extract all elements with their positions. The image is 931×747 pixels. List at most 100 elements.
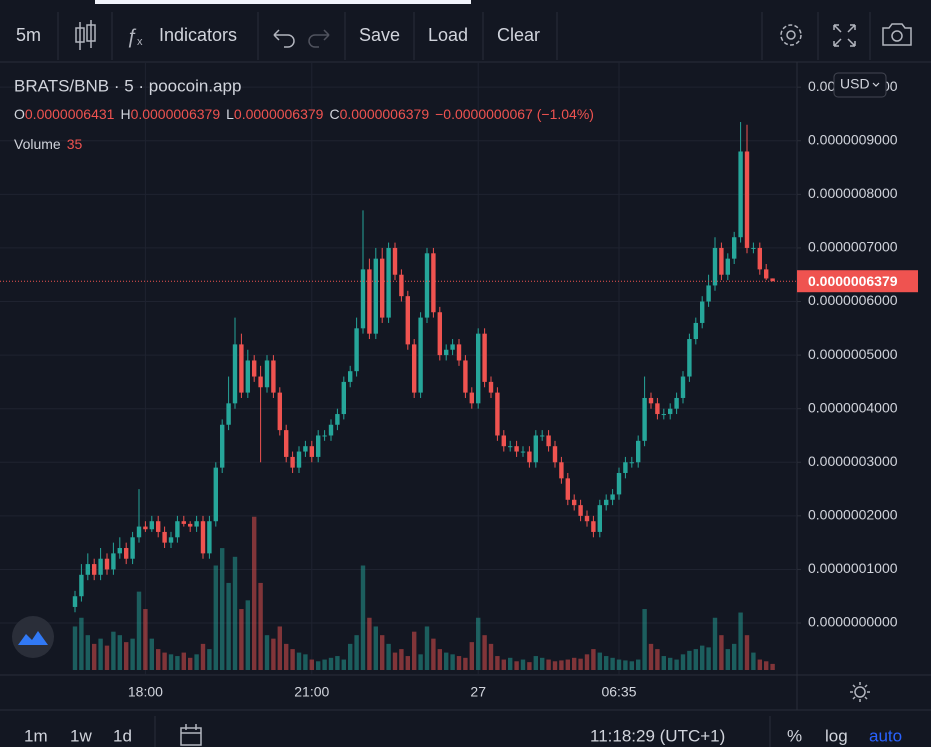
- candle-body: [437, 312, 442, 356]
- candle-body: [520, 451, 526, 453]
- volume-bar: [629, 661, 634, 670]
- y-tick-label: 0.0000009000: [808, 131, 898, 147]
- fx-icon: ƒ: [126, 25, 137, 47]
- volume-bar: [194, 654, 199, 670]
- y-tick-label: 0.0000003000: [808, 453, 898, 469]
- volume-bar: [188, 657, 193, 670]
- candle-body: [335, 414, 340, 425]
- candle-body: [258, 376, 263, 388]
- logo: [12, 616, 54, 658]
- redo-button[interactable]: [308, 29, 330, 48]
- volume-bar: [245, 600, 250, 670]
- volume-bar: [130, 638, 135, 670]
- volume-bar: [770, 663, 775, 670]
- log-toggle[interactable]: log: [825, 726, 848, 745]
- auto-toggle[interactable]: auto: [869, 726, 902, 745]
- candle-body: [725, 258, 730, 275]
- load-button[interactable]: Load: [428, 25, 468, 45]
- candle-body: [661, 414, 666, 416]
- fx-icon-x: x: [137, 36, 143, 48]
- volume-bar: [610, 657, 615, 670]
- volume-bar: [316, 661, 321, 670]
- candle-body: [444, 349, 449, 356]
- snapshot-button[interactable]: [882, 23, 912, 46]
- volume-bar: [162, 652, 167, 670]
- volume-bar: [706, 647, 711, 670]
- fullscreen-button[interactable]: [833, 24, 856, 47]
- ohlc-value: 0.0000006379: [131, 106, 221, 122]
- volume-bar: [565, 659, 570, 670]
- candle-body: [181, 521, 186, 524]
- volume-bar: [85, 635, 90, 670]
- candle-body: [572, 499, 577, 506]
- volume-bar: [552, 661, 558, 670]
- scroll-strip: [95, 0, 471, 4]
- volume-bar: [79, 617, 84, 670]
- candle-body: [719, 247, 724, 275]
- volume-bar: [335, 656, 340, 670]
- candle-body: [431, 253, 436, 313]
- candle-body: [527, 451, 532, 463]
- y-tick-label: 0.0000001000: [808, 560, 898, 576]
- candle-body: [482, 333, 487, 382]
- candle-body: [232, 344, 238, 404]
- candle-body: [712, 247, 718, 286]
- volume-bar: [290, 649, 295, 670]
- y-tick-label: 0.0000002000: [808, 507, 898, 523]
- chart-type-button[interactable]: [75, 20, 96, 50]
- candle-body: [290, 456, 295, 468]
- undo-button[interactable]: [273, 29, 295, 48]
- interval-button[interactable]: 5m: [16, 25, 41, 45]
- volume-bar: [271, 638, 276, 670]
- volume-bar: [424, 626, 430, 670]
- candle-body: [239, 344, 244, 393]
- candle-body: [399, 274, 404, 297]
- volume-bar: [136, 591, 142, 670]
- volume-bar: [648, 643, 654, 670]
- indicators-button[interactable]: Indicators: [159, 25, 237, 45]
- candle-body: [412, 344, 417, 393]
- volume-bar: [604, 656, 609, 670]
- candle-body: [405, 296, 410, 345]
- axis-settings-button[interactable]: [850, 682, 870, 702]
- candle-body: [130, 537, 135, 559]
- volume-bar: [348, 643, 353, 670]
- volume-bar: [239, 609, 244, 670]
- candle-body: [552, 446, 558, 463]
- candle-body: [533, 435, 538, 463]
- volume-series: [72, 516, 775, 670]
- settings-button[interactable]: [780, 24, 802, 46]
- save-button[interactable]: Save: [359, 25, 400, 45]
- range-button[interactable]: 1m: [24, 726, 48, 745]
- ohlc-value: 0.0000006431: [25, 106, 115, 122]
- currency-button[interactable]: USD: [833, 72, 887, 98]
- volume-bar: [303, 654, 308, 670]
- candle-body: [584, 515, 590, 522]
- goto-date-button[interactable]: [180, 724, 202, 746]
- volume-bar: [687, 650, 692, 670]
- candle-body: [271, 360, 276, 393]
- volume-bar: [181, 652, 186, 670]
- candle-body: [373, 258, 378, 334]
- range-button[interactable]: 1w: [70, 726, 92, 745]
- volume-bar: [463, 657, 468, 670]
- candle-body: [188, 523, 193, 527]
- percent-toggle[interactable]: %: [787, 726, 802, 745]
- candle-body: [565, 478, 570, 500]
- candle-body: [207, 521, 212, 554]
- range-button[interactable]: 1d: [113, 726, 132, 745]
- candle-body: [149, 521, 154, 530]
- volume-bar: [380, 635, 385, 670]
- volume-bar: [392, 652, 398, 670]
- candle-body: [341, 381, 346, 415]
- volume-bar: [367, 617, 372, 670]
- volume-bar: [546, 659, 551, 670]
- candle-body: [168, 537, 174, 543]
- ohlc-key: O: [14, 106, 25, 122]
- volume-bar: [431, 638, 436, 670]
- clock: 11:18:29 (UTC+1): [590, 726, 725, 745]
- candle-body: [501, 435, 506, 447]
- clear-button[interactable]: Clear: [497, 25, 540, 45]
- candle-body: [117, 548, 122, 554]
- candle-body: [213, 467, 218, 522]
